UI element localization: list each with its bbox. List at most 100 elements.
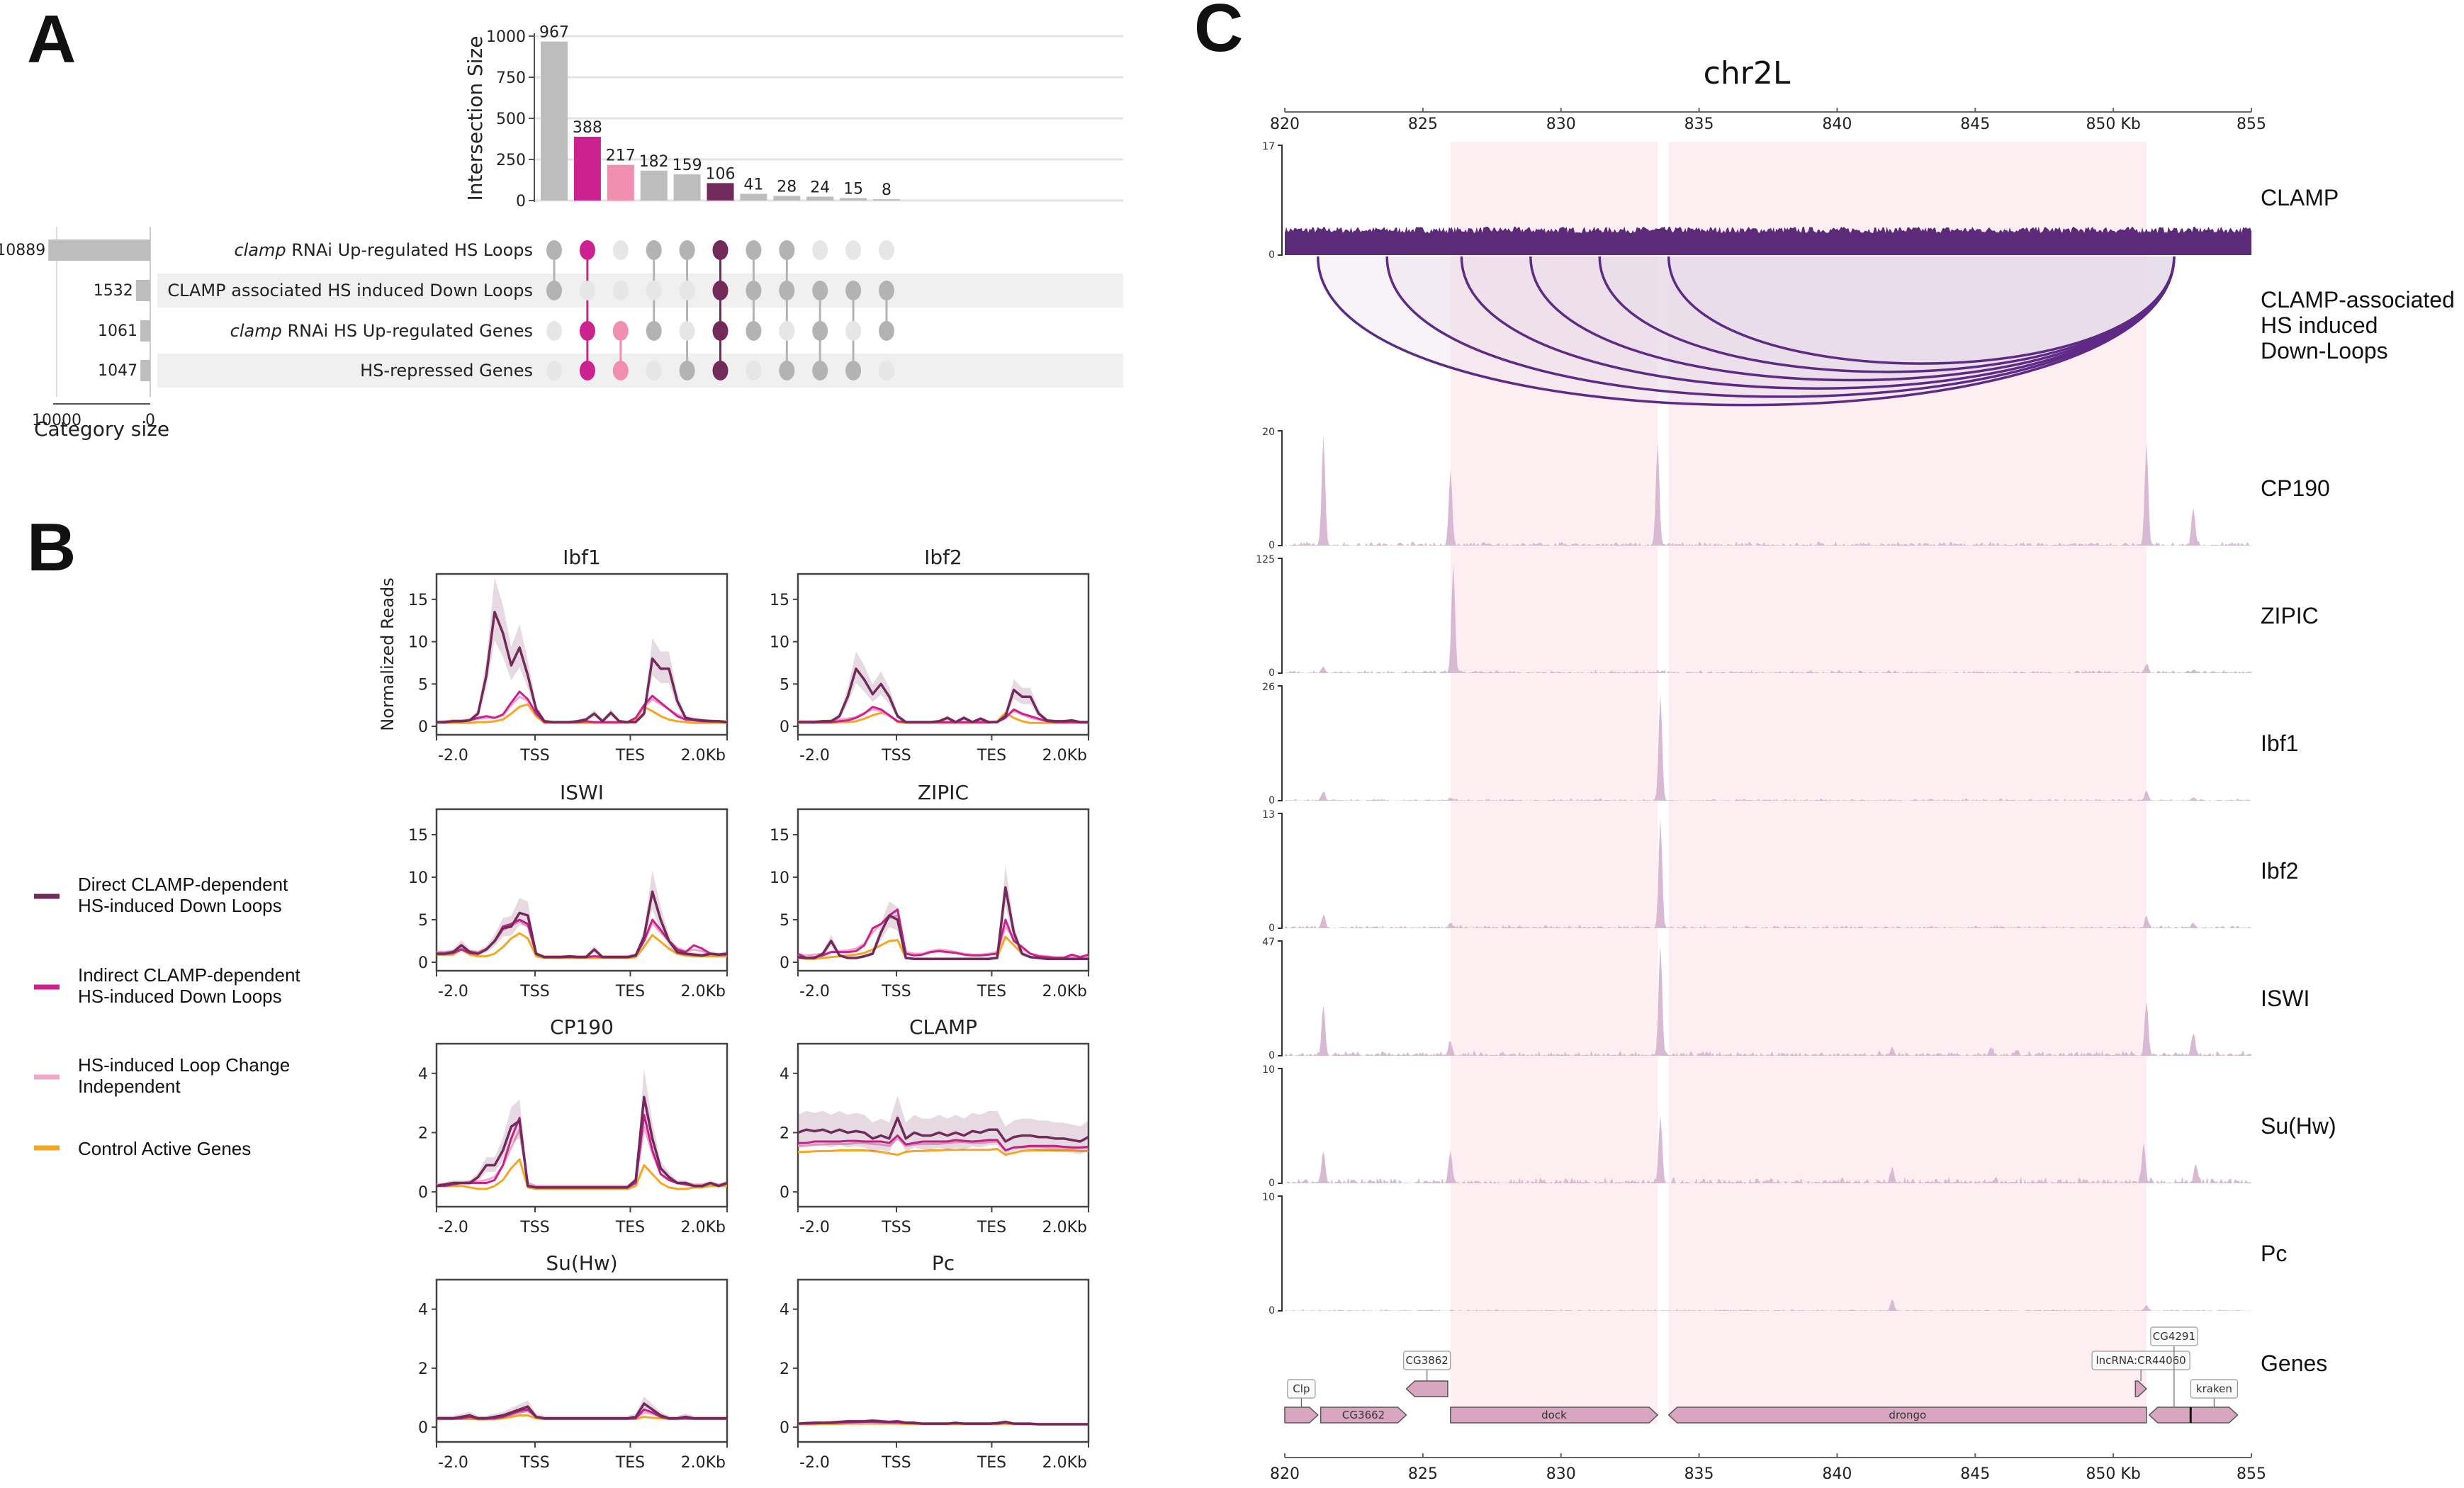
gene-feature: CG3662 xyxy=(1320,1407,1407,1424)
matrix-dot-empty xyxy=(679,281,695,300)
scale-min-label: 0 xyxy=(1268,667,1275,679)
matrix-dot-filled xyxy=(646,240,662,260)
track-label: Ibf2 xyxy=(2261,858,2298,884)
scale-min-label: 0 xyxy=(1268,795,1275,806)
series-line-orange xyxy=(437,703,727,724)
series-error-band xyxy=(437,870,727,959)
intersection-bar xyxy=(740,193,767,201)
matrix-dot-filled xyxy=(779,240,795,260)
intersection-bar xyxy=(707,183,734,201)
x-tick-label: -2.0 xyxy=(799,1219,830,1236)
y-tick-label: 4 xyxy=(780,1066,789,1083)
scale-bracket xyxy=(1278,685,1283,801)
gene-name: CG3662 xyxy=(1342,1409,1385,1421)
matrix-dot-filled xyxy=(779,361,795,381)
y-axis-label: Intersection Size xyxy=(463,36,487,201)
subplot-title: CLAMP xyxy=(909,1015,977,1039)
matrix-dot-empty xyxy=(646,361,662,381)
track-label: HS induced xyxy=(2261,312,2378,338)
y-tick-label: 0 xyxy=(780,1184,789,1202)
set-label-text: CLAMP associated HS induced Down Loops xyxy=(167,281,533,300)
subplot-title: ISWI xyxy=(560,781,604,804)
matrix-dot-filled xyxy=(746,281,762,300)
x-tick-label: TES xyxy=(615,983,645,1001)
matrix-dot-filled xyxy=(612,321,629,341)
matrix-dot-filled xyxy=(845,361,862,381)
matrix-dot-empty xyxy=(879,240,894,260)
set-size-value: 1532 xyxy=(94,282,133,300)
gene-name: kraken xyxy=(2196,1382,2232,1395)
profile-subplot: Ibf1 0 5 10 15 -2.0 TSS TES 2.0Kb Normalized Read… xyxy=(378,546,728,765)
matrix-dot-filled xyxy=(812,361,828,381)
set-label-text: RNAi HS Up-regulated Genes xyxy=(282,321,533,341)
subplot-frame xyxy=(797,1042,1090,1208)
gene-name: drongo xyxy=(1889,1409,1926,1421)
subplot-frame xyxy=(435,808,728,972)
y-tick-label: 0 xyxy=(780,718,789,736)
top-axis-tick-label: 820 xyxy=(1270,115,1300,133)
track-iswi: ISWI 47 0 xyxy=(1262,937,2310,1061)
series-line-magenta xyxy=(798,1134,1089,1152)
bar-value-label: 41 xyxy=(743,176,763,193)
top-axis-tick-label: 825 xyxy=(1408,115,1438,133)
subplot-title: Pc xyxy=(932,1251,955,1275)
matrix-dot-empty xyxy=(845,240,862,260)
gene-feature: lncRNA:CR44060 xyxy=(2091,1351,2190,1397)
series-line-dark xyxy=(437,611,728,723)
y-tick-label: 750 xyxy=(496,69,526,87)
matrix-dot-filled xyxy=(712,240,728,260)
matrix-row-shade xyxy=(157,274,1123,308)
y-tick-label: 10 xyxy=(770,869,789,887)
matrix-dot-empty xyxy=(579,281,595,300)
y-tick-label: 4 xyxy=(418,1302,428,1319)
x-tick-label: TES xyxy=(615,1454,645,1472)
x-tick-label: TES xyxy=(615,1219,645,1236)
matrix-dot-empty xyxy=(746,361,762,381)
matrix-dot-filled xyxy=(679,240,695,260)
subplot-frame xyxy=(435,1278,728,1443)
scale-max-label: 10 xyxy=(1262,1192,1275,1203)
legend-label: Direct CLAMP-dependent xyxy=(78,874,288,895)
matrix-dot-filled xyxy=(579,321,595,341)
bar-value-label: 182 xyxy=(639,153,669,171)
panel-c-genome-browser: chr2L 820 825 830 835 840 845 850 Kb 855 820 825 83… xyxy=(1256,55,2455,1483)
scale-max-label: 13 xyxy=(1262,809,1275,821)
scale-bracket xyxy=(1278,558,1283,674)
matrix-dot-filled xyxy=(879,281,894,300)
x-tick-label: TES xyxy=(977,1454,1006,1472)
x-tick-label: TSS xyxy=(881,1454,911,1472)
bottom-axis-tick-label: 850 Kb xyxy=(2086,1465,2140,1483)
x-tick-label: -2.0 xyxy=(799,983,830,1001)
track-ibf1: Ibf1 26 0 xyxy=(1262,682,2298,806)
bar-value-label: 159 xyxy=(673,157,702,174)
highlight-region xyxy=(1450,142,1658,1424)
x-tick-label: -2.0 xyxy=(799,747,830,765)
matrix-dot-empty xyxy=(546,321,562,341)
legend-label: HS-induced Down Loops xyxy=(78,986,282,1007)
set-size-tick: 0 xyxy=(145,412,155,429)
legend-label: HS-induced Down Loops xyxy=(78,895,282,916)
intersection-bar xyxy=(873,199,900,201)
scale-min-label: 0 xyxy=(1268,249,1275,261)
gene-arrow xyxy=(1450,1407,1659,1424)
matrix-dot-empty xyxy=(845,321,862,341)
matrix-dot-filled xyxy=(679,361,695,381)
y-tick-label: 0 xyxy=(780,1419,789,1437)
gene-feature: CG4291 xyxy=(2148,1326,2198,1424)
y-tick-label: 15 xyxy=(770,827,789,845)
matrix-dot-filled xyxy=(746,240,762,260)
intersection-bar xyxy=(640,170,668,201)
x-tick-label: 2.0Kb xyxy=(681,983,726,1001)
track-label: Pc xyxy=(2261,1241,2287,1266)
matrix-dot-empty xyxy=(612,281,629,300)
x-tick-label: TSS xyxy=(881,747,911,765)
y-tick-label: 10 xyxy=(770,634,789,652)
profile-subplot: ZIPIC 0 5 10 15 -2.0 TSS TES 2.0Kb xyxy=(770,781,1090,1001)
track-label: ZIPIC xyxy=(2261,603,2319,629)
matrix-dot-filled xyxy=(646,321,662,341)
track-zipic: ZIPIC 125 0 xyxy=(1256,554,2319,679)
legend-label: Control Active Genes xyxy=(78,1138,251,1159)
x-tick-label: TSS xyxy=(519,747,549,765)
track-cp190: CP190 20 0 xyxy=(1262,427,2330,551)
